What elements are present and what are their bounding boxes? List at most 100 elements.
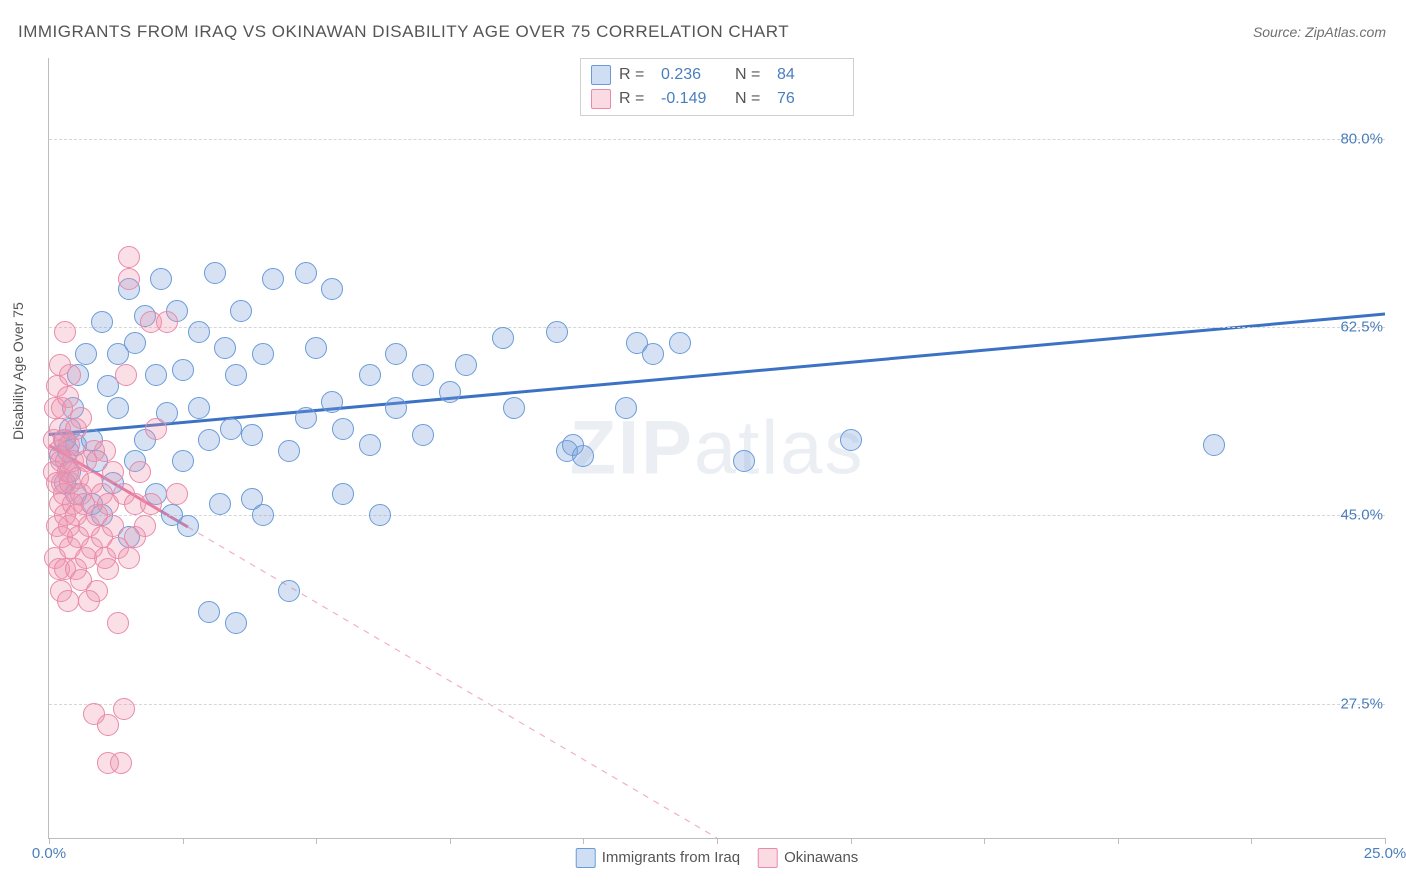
point-iraq xyxy=(332,418,354,440)
point-iraq xyxy=(188,321,210,343)
legend-swatch xyxy=(591,89,611,109)
point-iraq xyxy=(295,262,317,284)
legend-R-label: R = xyxy=(619,90,653,108)
point-okinawan xyxy=(83,703,105,725)
y-axis-label: Disability Age Over 75 xyxy=(10,302,26,440)
point-okinawan xyxy=(118,268,140,290)
x-tick xyxy=(851,838,852,844)
legend-swatch xyxy=(576,848,596,868)
trend-lines xyxy=(49,58,1385,838)
watermark: ZIPatlas xyxy=(570,405,865,492)
x-tick xyxy=(717,838,718,844)
point-iraq xyxy=(840,429,862,451)
point-iraq xyxy=(204,262,226,284)
point-iraq xyxy=(385,343,407,365)
x-tick-label: 25.0% xyxy=(1364,845,1406,862)
x-tick xyxy=(583,838,584,844)
legend-N-value: 84 xyxy=(777,66,843,84)
point-okinawan xyxy=(57,590,79,612)
point-iraq xyxy=(150,268,172,290)
point-okinawan xyxy=(102,515,124,537)
point-iraq xyxy=(107,397,129,419)
point-okinawan xyxy=(97,558,119,580)
point-iraq xyxy=(262,268,284,290)
point-iraq xyxy=(369,504,391,526)
x-tick xyxy=(1385,838,1386,844)
legend-R-value: 0.236 xyxy=(661,66,727,84)
legend-stats-row: R =0.236N =84 xyxy=(591,63,843,87)
legend-series-label: Okinawans xyxy=(784,849,858,866)
point-iraq xyxy=(252,343,274,365)
legend-R-value: -0.149 xyxy=(661,90,727,108)
point-iraq xyxy=(252,504,274,526)
legend-series-item: Immigrants from Iraq xyxy=(576,848,740,868)
point-iraq xyxy=(669,332,691,354)
legend-N-label: N = xyxy=(735,90,769,108)
point-iraq xyxy=(412,424,434,446)
legend-N-value: 76 xyxy=(777,90,843,108)
point-okinawan xyxy=(70,407,92,429)
point-iraq xyxy=(91,311,113,333)
point-okinawan xyxy=(145,418,167,440)
x-tick xyxy=(1251,838,1252,844)
point-iraq xyxy=(359,434,381,456)
point-iraq xyxy=(145,364,167,386)
chart-title: IMMIGRANTS FROM IRAQ VS OKINAWAN DISABIL… xyxy=(18,22,789,42)
point-okinawan xyxy=(134,515,156,537)
point-okinawan xyxy=(118,246,140,268)
legend-stats: R = 0.236 N = 84 R = -0.149 N = 76 xyxy=(580,58,854,116)
point-iraq xyxy=(321,391,343,413)
point-iraq xyxy=(241,424,263,446)
trend-line-dashed xyxy=(188,527,717,838)
point-iraq xyxy=(733,450,755,472)
source-label: Source: ZipAtlas.com xyxy=(1253,24,1386,40)
point-iraq xyxy=(455,354,477,376)
point-iraq xyxy=(503,397,525,419)
point-okinawan xyxy=(110,752,132,774)
trend-line-solid xyxy=(49,314,1385,434)
gridline-h xyxy=(49,139,1385,140)
point-okinawan xyxy=(54,321,76,343)
point-okinawan xyxy=(129,461,151,483)
legend-stats-row: R = -0.149 N = 76 xyxy=(591,87,843,111)
point-iraq xyxy=(1203,434,1225,456)
plot-area: ZIPatlas R =0.236N =84R =-0.149N =76 Imm… xyxy=(48,58,1385,839)
x-tick xyxy=(316,838,317,844)
point-iraq xyxy=(439,381,461,403)
legend-swatch xyxy=(591,65,611,85)
point-okinawan xyxy=(118,547,140,569)
point-iraq xyxy=(359,364,381,386)
legend-series-item: Okinawans xyxy=(758,848,858,868)
point-iraq xyxy=(278,440,300,462)
gridline-h xyxy=(49,327,1385,328)
point-okinawan xyxy=(102,461,124,483)
point-iraq xyxy=(124,332,146,354)
y-tick-label: 80.0% xyxy=(1340,130,1383,147)
legend-N-label: N = xyxy=(735,66,769,84)
point-iraq xyxy=(278,580,300,602)
x-tick xyxy=(49,838,50,844)
point-okinawan xyxy=(140,493,162,515)
point-iraq xyxy=(172,450,194,472)
point-iraq xyxy=(321,278,343,300)
point-iraq xyxy=(492,327,514,349)
point-okinawan xyxy=(57,386,79,408)
point-iraq xyxy=(214,337,236,359)
point-iraq xyxy=(546,321,568,343)
point-iraq xyxy=(412,364,434,386)
point-okinawan xyxy=(107,612,129,634)
point-okinawan xyxy=(115,364,137,386)
point-iraq xyxy=(220,418,242,440)
x-tick xyxy=(450,838,451,844)
point-iraq xyxy=(305,337,327,359)
x-tick-label: 0.0% xyxy=(32,845,66,862)
point-iraq xyxy=(188,397,210,419)
point-iraq xyxy=(385,397,407,419)
point-okinawan xyxy=(86,580,108,602)
legend-swatch xyxy=(758,848,778,868)
point-iraq xyxy=(230,300,252,322)
point-okinawan xyxy=(166,483,188,505)
gridline-h xyxy=(49,515,1385,516)
point-iraq xyxy=(615,397,637,419)
y-tick-label: 27.5% xyxy=(1340,695,1383,712)
